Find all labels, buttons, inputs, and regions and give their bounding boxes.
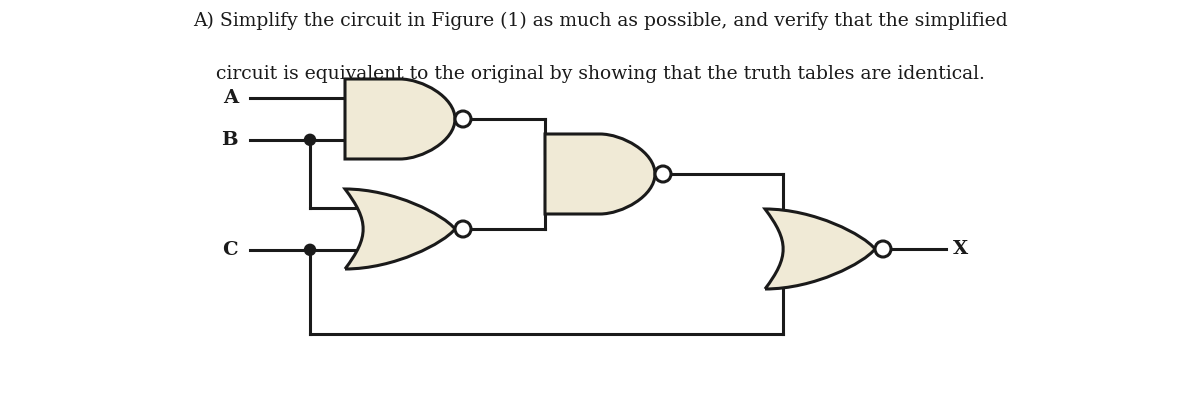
Text: X: X bbox=[953, 240, 968, 258]
Circle shape bbox=[875, 241, 890, 257]
Circle shape bbox=[655, 166, 671, 182]
Text: circuit is equivalent to the original by showing that the truth tables are ident: circuit is equivalent to the original by… bbox=[216, 65, 984, 83]
Circle shape bbox=[305, 134, 316, 145]
PathPatch shape bbox=[346, 189, 455, 269]
Circle shape bbox=[455, 221, 470, 237]
Circle shape bbox=[305, 244, 316, 255]
PathPatch shape bbox=[766, 209, 875, 289]
PathPatch shape bbox=[545, 134, 655, 214]
Circle shape bbox=[455, 111, 470, 127]
Text: B: B bbox=[221, 131, 238, 149]
Text: A: A bbox=[223, 89, 238, 107]
Text: C: C bbox=[222, 241, 238, 259]
Text: A) Simplify the circuit in Figure (1) as much as possible, and verify that the s: A) Simplify the circuit in Figure (1) as… bbox=[193, 12, 1007, 30]
PathPatch shape bbox=[346, 79, 455, 159]
